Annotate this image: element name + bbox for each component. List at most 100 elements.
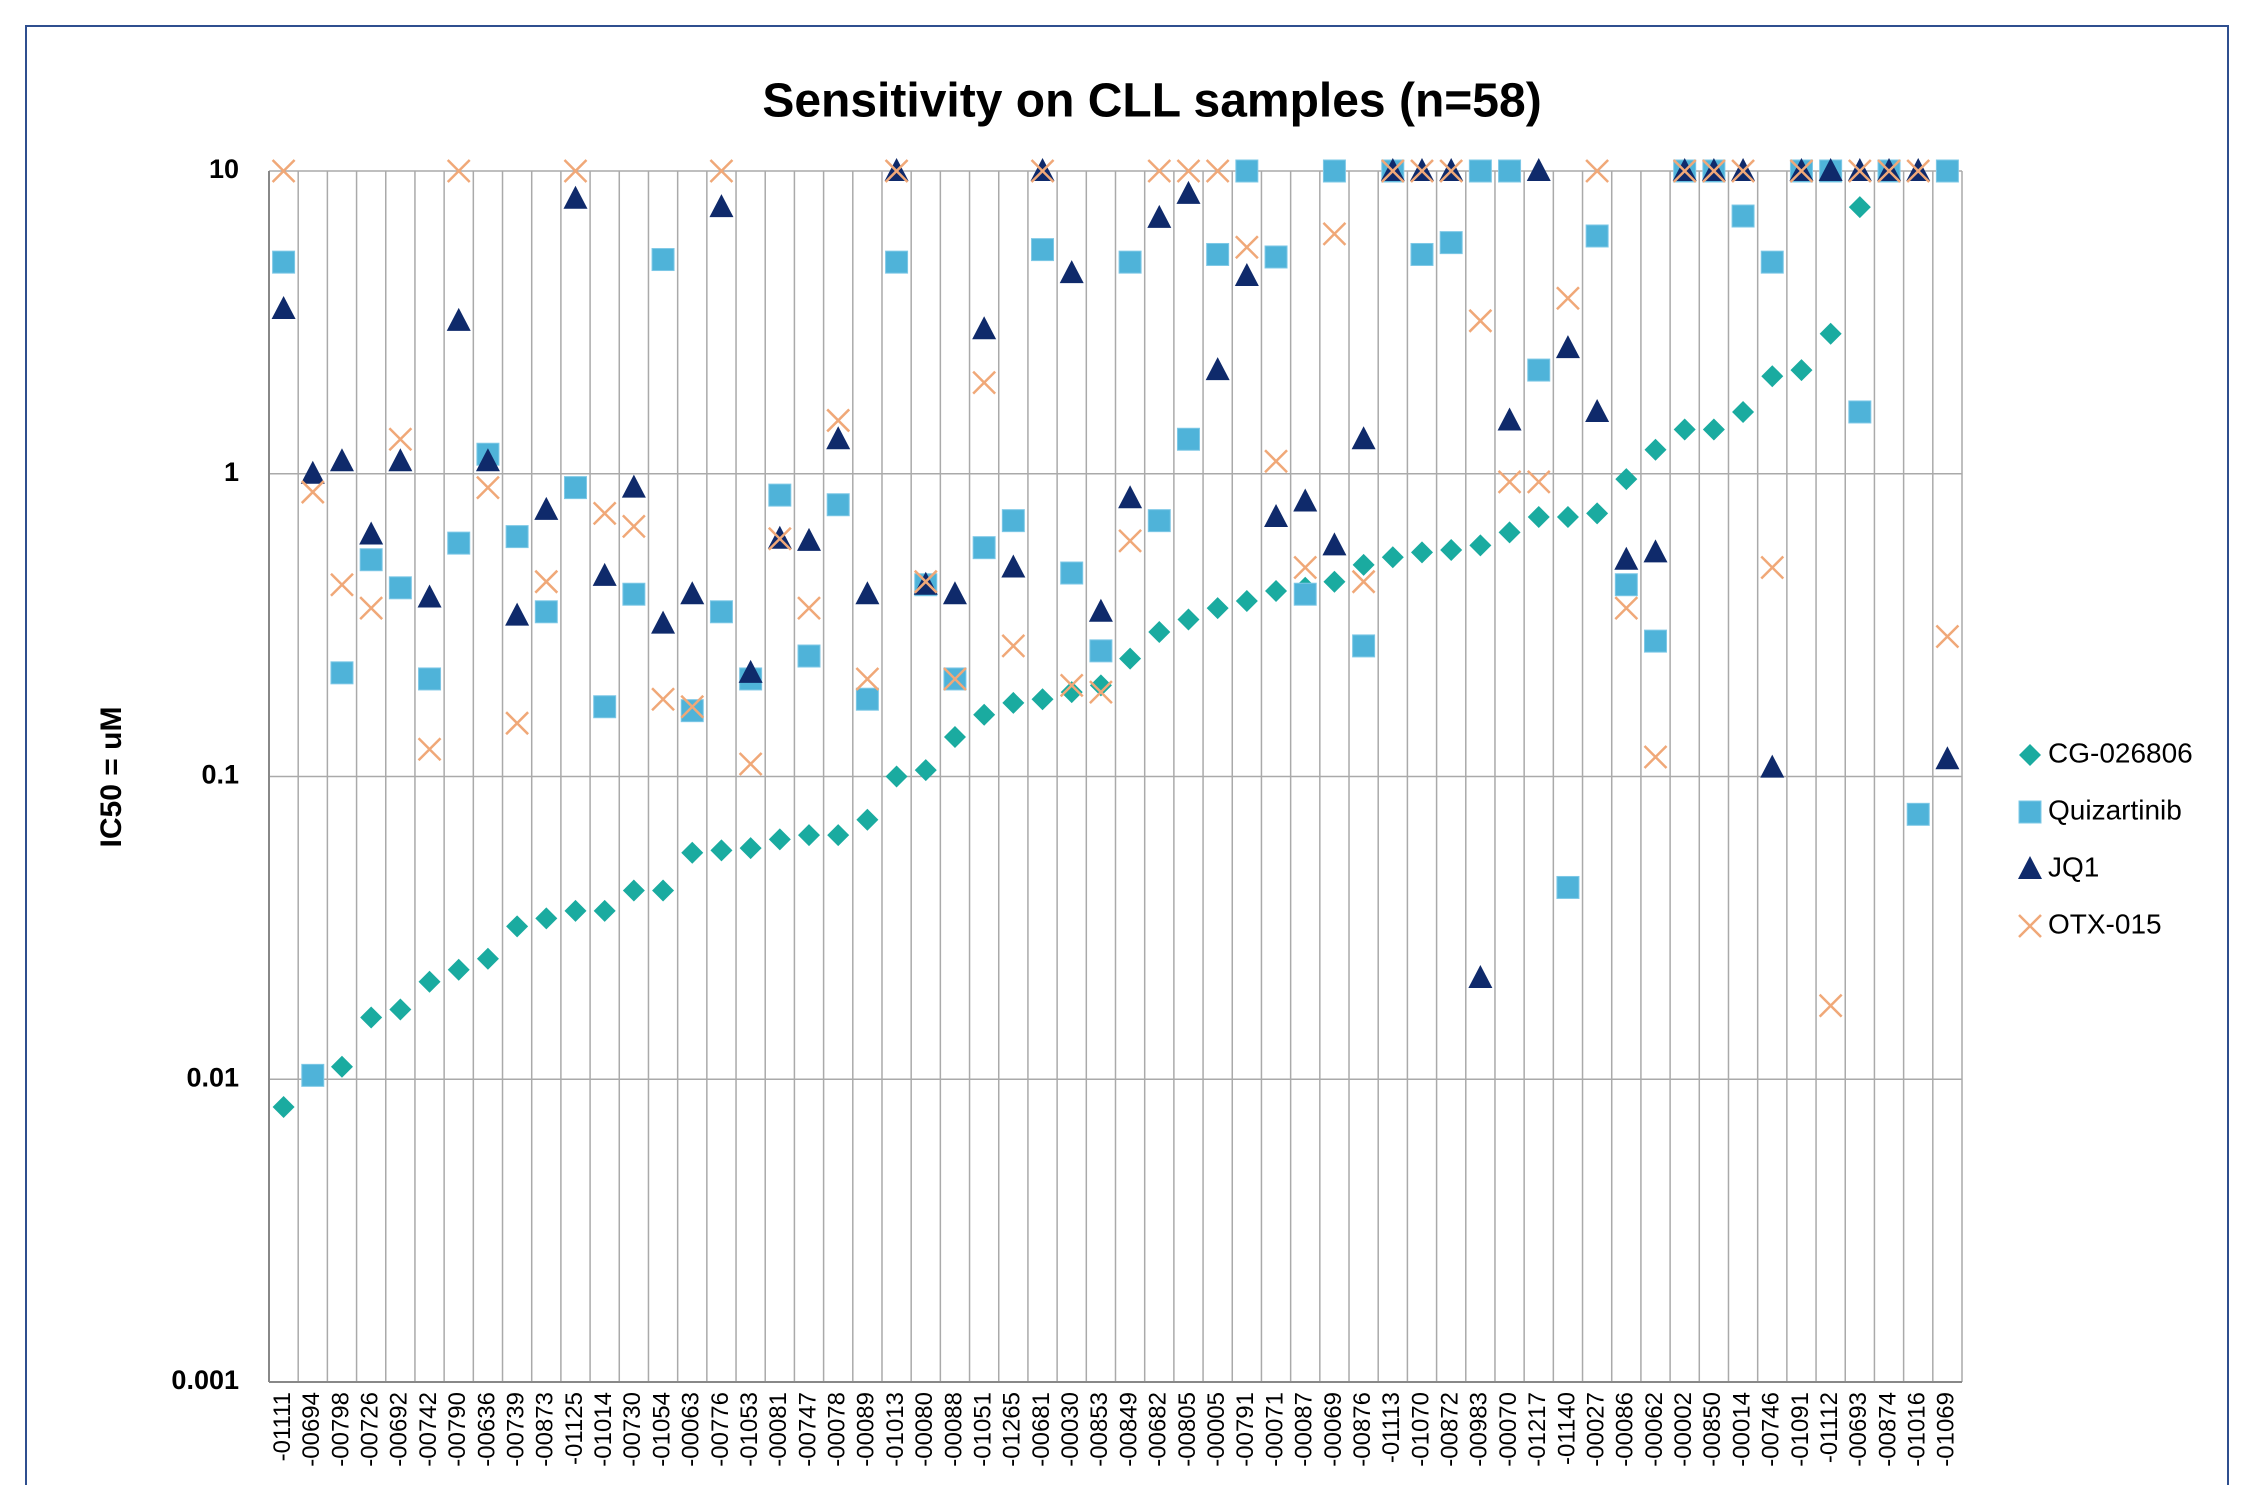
data-point [418, 667, 442, 691]
data-point [1264, 245, 1288, 269]
x-tick-label: -01112 [1816, 1392, 1843, 1463]
data-point [1148, 621, 1171, 644]
data-point [1556, 505, 1579, 528]
data-point [417, 584, 442, 608]
data-point [1527, 358, 1551, 382]
data-point [1118, 529, 1142, 553]
data-point [1001, 634, 1026, 658]
data-point [1264, 449, 1288, 474]
x-tick-label: -01125 [561, 1392, 588, 1465]
x-tick-label: -01016 [1904, 1392, 1931, 1467]
data-point [739, 837, 762, 860]
data-point [1614, 546, 1639, 570]
data-point [710, 839, 733, 862]
data-point [767, 526, 792, 551]
x-tick-label: -01069 [1933, 1392, 1960, 1467]
data-point [622, 879, 645, 902]
data-point [1935, 159, 1959, 183]
data-point [593, 695, 617, 719]
data-point [1526, 158, 1551, 181]
data-point [505, 525, 529, 549]
data-point [1293, 488, 1318, 512]
data-point [1760, 555, 1785, 580]
y-tick-label: 10 [209, 154, 239, 184]
x-tick-label: -00873 [532, 1392, 559, 1467]
data-point [1644, 629, 1668, 653]
data-point [1877, 159, 1901, 183]
data-point [1468, 964, 1493, 988]
data-point [1293, 555, 1318, 580]
data-point [1643, 745, 1668, 769]
data-point [651, 610, 676, 634]
data-point [1906, 802, 1930, 826]
x-tick-label: -00014 [1728, 1392, 1755, 1467]
data-point [1732, 400, 1755, 423]
data-point [1147, 204, 1172, 228]
y-tick-label: 0.01 [186, 1062, 239, 1092]
x-tick-label: -00030 [1057, 1392, 1084, 1467]
data-point [563, 476, 587, 500]
data-point [1643, 539, 1668, 563]
data-point [271, 296, 296, 320]
data-point [709, 159, 734, 183]
data-point [1440, 538, 1463, 561]
x-tick-label: -00692 [386, 1392, 413, 1467]
data-point [1935, 746, 1960, 770]
data-point [1060, 561, 1084, 585]
data-point [885, 765, 908, 788]
data-point [476, 947, 499, 970]
x-tick-label: -00081 [765, 1392, 792, 1467]
data-point [272, 250, 296, 274]
x-tick-label: -00682 [1145, 1392, 1172, 1467]
data-point [1760, 250, 1784, 274]
data-point [797, 644, 821, 668]
data-point [1323, 570, 1346, 593]
data-point [651, 248, 675, 272]
data-point [1380, 159, 1405, 183]
x-tick-label: -00739 [502, 1392, 529, 1467]
x-tick-label: -00694 [298, 1392, 325, 1467]
data-point [856, 808, 879, 831]
data-point [534, 496, 559, 520]
data-point [1205, 159, 1230, 183]
data-point [418, 970, 441, 993]
data-point [652, 879, 675, 902]
data-point [1118, 250, 1142, 274]
data-point [972, 370, 997, 395]
data-point [768, 828, 791, 851]
data-point [1789, 159, 1814, 183]
x-tick-label: -00027 [1582, 1392, 1609, 1467]
data-point [1818, 993, 1843, 1018]
data-point [1119, 647, 1142, 670]
x-tick-label: -00790 [444, 1392, 471, 1467]
x-tick-label: -00089 [853, 1392, 880, 1467]
data-point [798, 824, 821, 847]
data-point [563, 185, 588, 209]
legend-label: Quizartinib [2048, 794, 2182, 825]
data-point [1906, 159, 1931, 183]
data-point [1410, 159, 1434, 183]
data-point [359, 521, 384, 545]
data-point [1089, 680, 1113, 704]
data-point [475, 448, 500, 472]
x-tick-label: -00876 [1349, 1392, 1376, 1467]
data-point [1702, 418, 1725, 441]
data-point [1088, 598, 1113, 622]
data-point [1351, 426, 1376, 450]
x-tick-label: -00726 [357, 1392, 384, 1467]
data-point [680, 581, 705, 605]
data-point [1118, 485, 1143, 509]
data-point [972, 316, 997, 340]
data-point [1644, 438, 1667, 461]
data-point [534, 600, 558, 624]
data-point [1206, 597, 1229, 620]
legend-marker [2019, 744, 2041, 766]
data-point [621, 474, 646, 498]
y-tick-label: 1 [224, 457, 239, 487]
data-point [1935, 624, 1960, 649]
data-point [738, 752, 763, 776]
data-point [1614, 596, 1639, 620]
data-point [446, 159, 471, 183]
x-tick-label: -00742 [415, 1392, 442, 1467]
data-point [1265, 579, 1288, 602]
